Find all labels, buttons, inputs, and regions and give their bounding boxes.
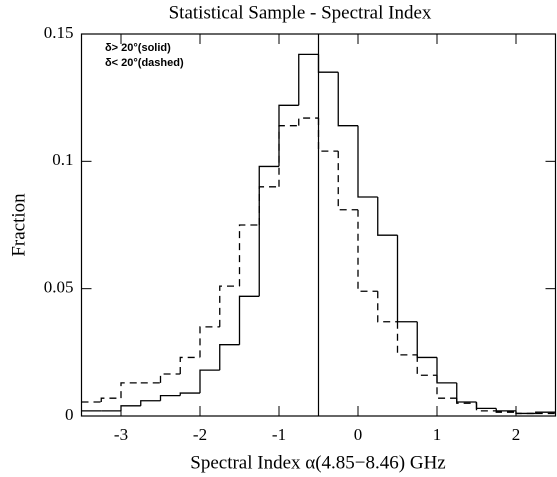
- histogram-step: [298, 53, 319, 106]
- histogram-step: [179, 392, 200, 396]
- histogram-step: [278, 125, 299, 187]
- tick-label: -3: [114, 425, 128, 444]
- histogram-step: [298, 117, 319, 126]
- histogram-step: [357, 209, 378, 292]
- histogram-step: [357, 125, 378, 198]
- histogram-step: [495, 410, 516, 413]
- histogram-step: [377, 291, 398, 323]
- tick-label: 0.15: [44, 23, 74, 42]
- histogram-step: [377, 196, 398, 236]
- histogram-step: [258, 165, 279, 297]
- histogram-step: [436, 375, 457, 399]
- chart-title: Statistical Sample - Spectral Index: [169, 2, 432, 23]
- histogram-step: [100, 397, 121, 402]
- histogram-step: [199, 369, 220, 394]
- histogram-step: [436, 357, 457, 384]
- tick-label: 0.05: [44, 278, 74, 297]
- histogram-step: [396, 235, 418, 323]
- histogram-step: [199, 326, 220, 358]
- tick-label: 0.1: [52, 150, 73, 169]
- histogram-step: [120, 405, 141, 411]
- histogram-step: [120, 382, 141, 399]
- histogram-step: [495, 408, 516, 412]
- histogram-step: [179, 356, 200, 374]
- histogram-step: [317, 54, 339, 73]
- tick-label: -2: [193, 425, 207, 444]
- histogram-step: [456, 398, 477, 404]
- tick-label: 0: [65, 405, 74, 424]
- histogram-step: [238, 224, 260, 287]
- histogram-step: [278, 104, 299, 167]
- histogram-step: [219, 285, 240, 327]
- x-axis-label: Spectral Index α(4.85−8.46) GHz: [190, 452, 445, 473]
- histogram-step: [515, 412, 536, 415]
- histogram-step: [456, 382, 477, 403]
- histogram-step: [317, 118, 339, 152]
- histogram-step: [140, 400, 161, 406]
- histogram-step: [416, 321, 437, 359]
- histogram-step: [238, 295, 260, 345]
- histogram-step: [475, 403, 497, 412]
- tick-label: 1: [433, 425, 442, 444]
- tick-label: -1: [272, 425, 286, 444]
- histogram-step: [258, 186, 279, 225]
- histogram-step: [219, 344, 240, 371]
- tick-label: 0: [354, 425, 363, 444]
- tick-label: 2: [512, 425, 521, 444]
- histogram-step: [416, 354, 437, 376]
- y-axis-label: Fraction: [8, 193, 29, 257]
- histogram-step: [159, 373, 181, 383]
- histogram-step: [337, 72, 358, 127]
- legend-entry: δ> 20°(solid): [105, 42, 171, 54]
- legend-entry: δ< 20°(dashed): [105, 57, 184, 69]
- histogram-step: [396, 321, 418, 356]
- histogram-step: [475, 401, 497, 410]
- histogram-step: [159, 394, 181, 401]
- histogram-step: [337, 151, 358, 211]
